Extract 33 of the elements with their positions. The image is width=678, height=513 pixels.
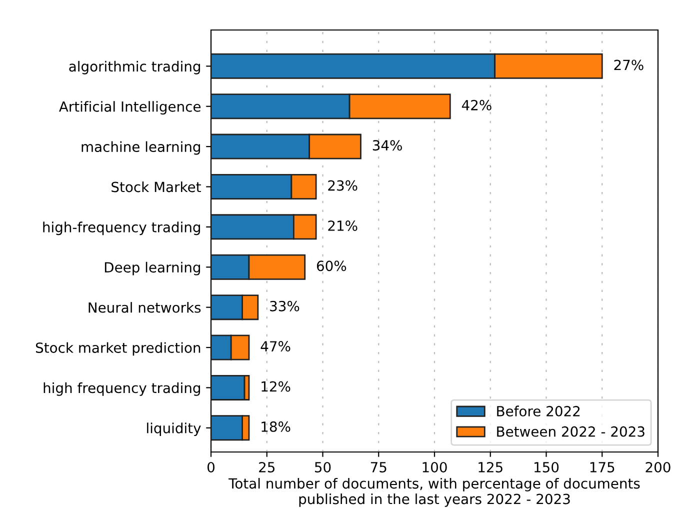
x-tick-label: 200 (646, 462, 670, 472)
x-tick-label: 75 (370, 462, 386, 472)
x-tick-label: 175 (590, 462, 614, 472)
y-tick-label: machine learning (82, 141, 200, 155)
annotation: 23% (328, 180, 358, 191)
x-tick-label: 50 (314, 462, 331, 472)
y-tick-label: algorithmic trading (69, 60, 200, 74)
annotation: 60% (316, 260, 346, 272)
y-tick-label: Artificial Intelligence (59, 101, 201, 115)
x-tick-label: 125 (478, 462, 502, 472)
annotation: 21% (328, 220, 358, 231)
y-tick-label: Neural networks (88, 302, 201, 313)
y-tick-label: liquidity (147, 422, 201, 436)
annotation: 12% (262, 381, 290, 392)
x-tick-label: 150 (534, 462, 559, 472)
x-tick-label: 25 (259, 462, 274, 472)
legend-label: Before 2022 (497, 406, 580, 416)
annotation: 27% (614, 60, 644, 70)
annotation: 42% (462, 100, 492, 110)
y-tick-label: Stock Market (112, 181, 201, 192)
x-tick-label: 0 (207, 462, 214, 472)
annotation: 47% (260, 341, 290, 352)
annotation: 18% (262, 421, 290, 432)
y-tick-label: high frequency trading (44, 382, 200, 396)
annotation: 33% (270, 300, 300, 312)
y-tick-label: Stock market prediction (36, 342, 200, 356)
x-axis-title: Total number of documents, with percentage of documents published in the last years 2022 - 2023 (228, 478, 640, 507)
y-tick-label: high-frequency trading (43, 222, 200, 236)
bar (211, 374, 246, 400)
x-tick-label: 100 (422, 462, 447, 472)
legend-label: Between 2022 - 2023 (497, 426, 644, 437)
y-tick-label: Deep learning (104, 262, 200, 276)
annotation: 34% (372, 140, 402, 151)
